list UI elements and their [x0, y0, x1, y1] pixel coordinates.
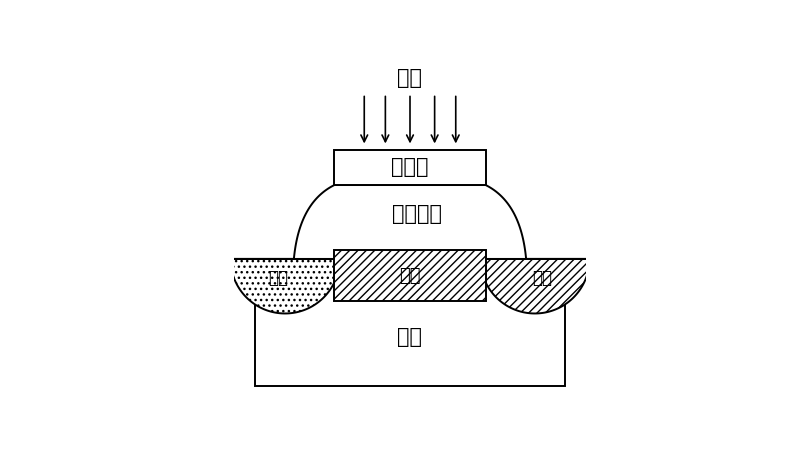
Bar: [334, 150, 486, 185]
Bar: [255, 259, 565, 386]
Polygon shape: [294, 185, 526, 259]
Polygon shape: [480, 259, 590, 314]
Text: 保护层: 保护层: [391, 158, 429, 177]
Text: 漏极: 漏极: [532, 269, 552, 287]
Text: 离子: 离子: [398, 68, 422, 88]
Text: 源极: 源极: [268, 269, 288, 287]
Text: 多晶硅层: 多晶硅层: [392, 204, 442, 224]
Bar: [334, 250, 486, 301]
Text: 衬底: 衬底: [398, 328, 422, 347]
Text: 栅极: 栅极: [399, 266, 421, 285]
Polygon shape: [230, 259, 340, 314]
